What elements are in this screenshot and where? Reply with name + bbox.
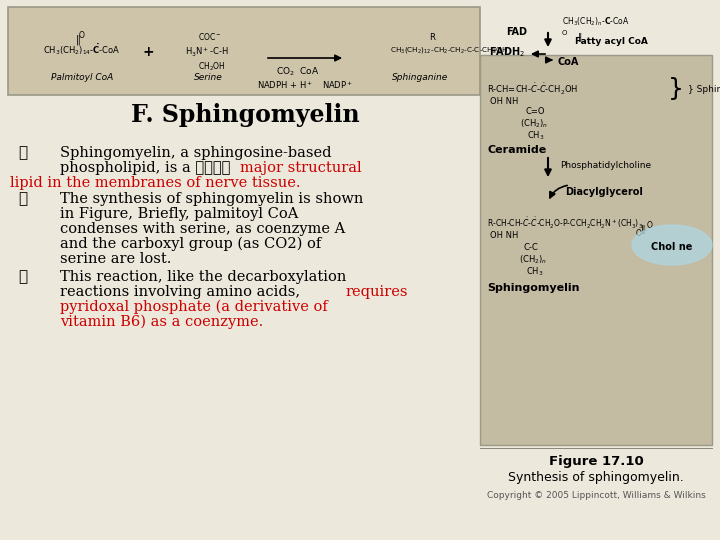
Text: Palmitoyl CoA: Palmitoyl CoA: [51, 73, 113, 82]
Text: CH$_3$(CH$_2$)$_n$-$\bf{C}$-CoA: CH$_3$(CH$_2$)$_n$-$\bf{C}$-CoA: [562, 16, 629, 28]
Text: reactions involving amino acids,: reactions involving amino acids,: [60, 285, 305, 299]
Text: OH NH: OH NH: [490, 231, 518, 240]
Text: phospholipid, is a مهمه: phospholipid, is a مهمه: [60, 161, 235, 175]
Text: CH$_2$OH: CH$_2$OH: [198, 60, 226, 73]
Text: CH$_3$: CH$_3$: [527, 130, 544, 142]
Text: H$_3$N$^+$-C-H: H$_3$N$^+$-C-H: [185, 45, 228, 59]
Text: Sphingomyelin: Sphingomyelin: [487, 283, 580, 293]
Text: } Sphingosine: } Sphingosine: [688, 84, 720, 93]
Text: ‖: ‖: [76, 35, 81, 45]
Text: Synthesis of sphingomyelin.: Synthesis of sphingomyelin.: [508, 470, 684, 483]
Text: vitamin B6) as a coenzyme.: vitamin B6) as a coenzyme.: [60, 315, 264, 329]
Text: requires: requires: [345, 285, 408, 299]
Text: CO$_2$  CoA: CO$_2$ CoA: [276, 66, 320, 78]
Text: FADH$_2$: FADH$_2$: [489, 45, 525, 59]
Text: Phosphatidylcholine: Phosphatidylcholine: [560, 160, 651, 170]
Text: CH$_3$: CH$_3$: [526, 266, 544, 278]
Bar: [480, 55, 712, 445]
Text: R-CH=CH-$\dot{C}$-$\dot{C}$-CH$_2$OH: R-CH=CH-$\dot{C}$-$\dot{C}$-CH$_2$OH: [487, 82, 578, 97]
Text: FAD: FAD: [506, 27, 527, 37]
Text: O: O: [79, 30, 85, 39]
Text: O$^-$: O$^-$: [635, 227, 648, 239]
Text: CoA: CoA: [558, 57, 580, 67]
Text: O: O: [647, 220, 653, 230]
Text: ☐: ☐: [18, 192, 27, 206]
Text: C-C: C-C: [523, 242, 538, 252]
Text: R: R: [429, 32, 435, 42]
Text: and the carboxyl group (as CO2) of: and the carboxyl group (as CO2) of: [60, 237, 321, 252]
Text: Chol ne: Chol ne: [652, 242, 693, 252]
Text: F. Sphingomyelin: F. Sphingomyelin: [131, 103, 359, 127]
Text: Ceramide: Ceramide: [487, 145, 546, 155]
Text: CH$_3$(CH$_2$)$_{14}$-$\bf{\dot{C}}$-CoA: CH$_3$(CH$_2$)$_{14}$-$\bf{\dot{C}}$-CoA: [43, 43, 121, 57]
Text: NADP$^+$: NADP$^+$: [322, 79, 353, 91]
Text: serine are lost.: serine are lost.: [60, 252, 171, 266]
Text: condenses with serine, as coenzyme A: condenses with serine, as coenzyme A: [60, 222, 346, 236]
Text: ☐: ☐: [18, 146, 27, 160]
Text: Sphingomyelin, a sphingosine-based: Sphingomyelin, a sphingosine-based: [60, 146, 331, 160]
Text: ‖: ‖: [578, 32, 582, 42]
Text: +: +: [142, 45, 154, 59]
Ellipse shape: [632, 225, 712, 265]
Text: Sphinganine: Sphinganine: [392, 73, 448, 82]
Text: CH$_3$(CH$_2$)$_{12}$-CH$_2$-CH$_2$-C-C-CH$_2$OH: CH$_3$(CH$_2$)$_{12}$-CH$_2$-CH$_2$-C-C-…: [390, 45, 508, 55]
Text: COC$^-$: COC$^-$: [198, 31, 222, 43]
Text: The synthesis of sphingomyelin is shown: The synthesis of sphingomyelin is shown: [60, 192, 364, 206]
Text: Figure 17.10: Figure 17.10: [549, 456, 644, 469]
Text: ☐: ☐: [18, 270, 27, 284]
Text: NADPH + H$^+$: NADPH + H$^+$: [257, 79, 313, 91]
Text: in Figure, Briefly, palmitoyl CoA: in Figure, Briefly, palmitoyl CoA: [60, 207, 298, 221]
Text: lipid in the membranes of nerve tissue.: lipid in the membranes of nerve tissue.: [10, 176, 300, 190]
Text: pyridoxal phosphate (a derivative of: pyridoxal phosphate (a derivative of: [60, 300, 328, 314]
Text: Copyright © 2005 Lippincott, Williams & Wilkins: Copyright © 2005 Lippincott, Williams & …: [487, 490, 706, 500]
Text: major structural: major structural: [240, 161, 361, 175]
Text: C=O: C=O: [525, 107, 544, 117]
Text: (CH$_2$)$_n$: (CH$_2$)$_n$: [519, 254, 547, 266]
Text: (CH$_2$)$_n$: (CH$_2$)$_n$: [520, 118, 548, 130]
Text: O: O: [562, 30, 567, 36]
Text: OH NH: OH NH: [490, 97, 518, 105]
Text: Fatty acyl CoA: Fatty acyl CoA: [575, 37, 648, 46]
Text: This reaction, like the decarboxylation: This reaction, like the decarboxylation: [60, 270, 346, 284]
Text: Diacylglycerol: Diacylglycerol: [565, 187, 643, 197]
Text: Serine: Serine: [194, 73, 222, 82]
Text: R-CH-CH-$\dot{C}$-$\dot{C}$-CH$_2$O-P-CCH$_2$CH$_2$N$^+$(CH$_3$)$_3$: R-CH-CH-$\dot{C}$-$\dot{C}$-CH$_2$O-P-CC…: [487, 215, 643, 231]
Bar: [8, 7, 480, 95]
Text: ‖: ‖: [641, 225, 645, 233]
Text: }: }: [668, 77, 684, 101]
